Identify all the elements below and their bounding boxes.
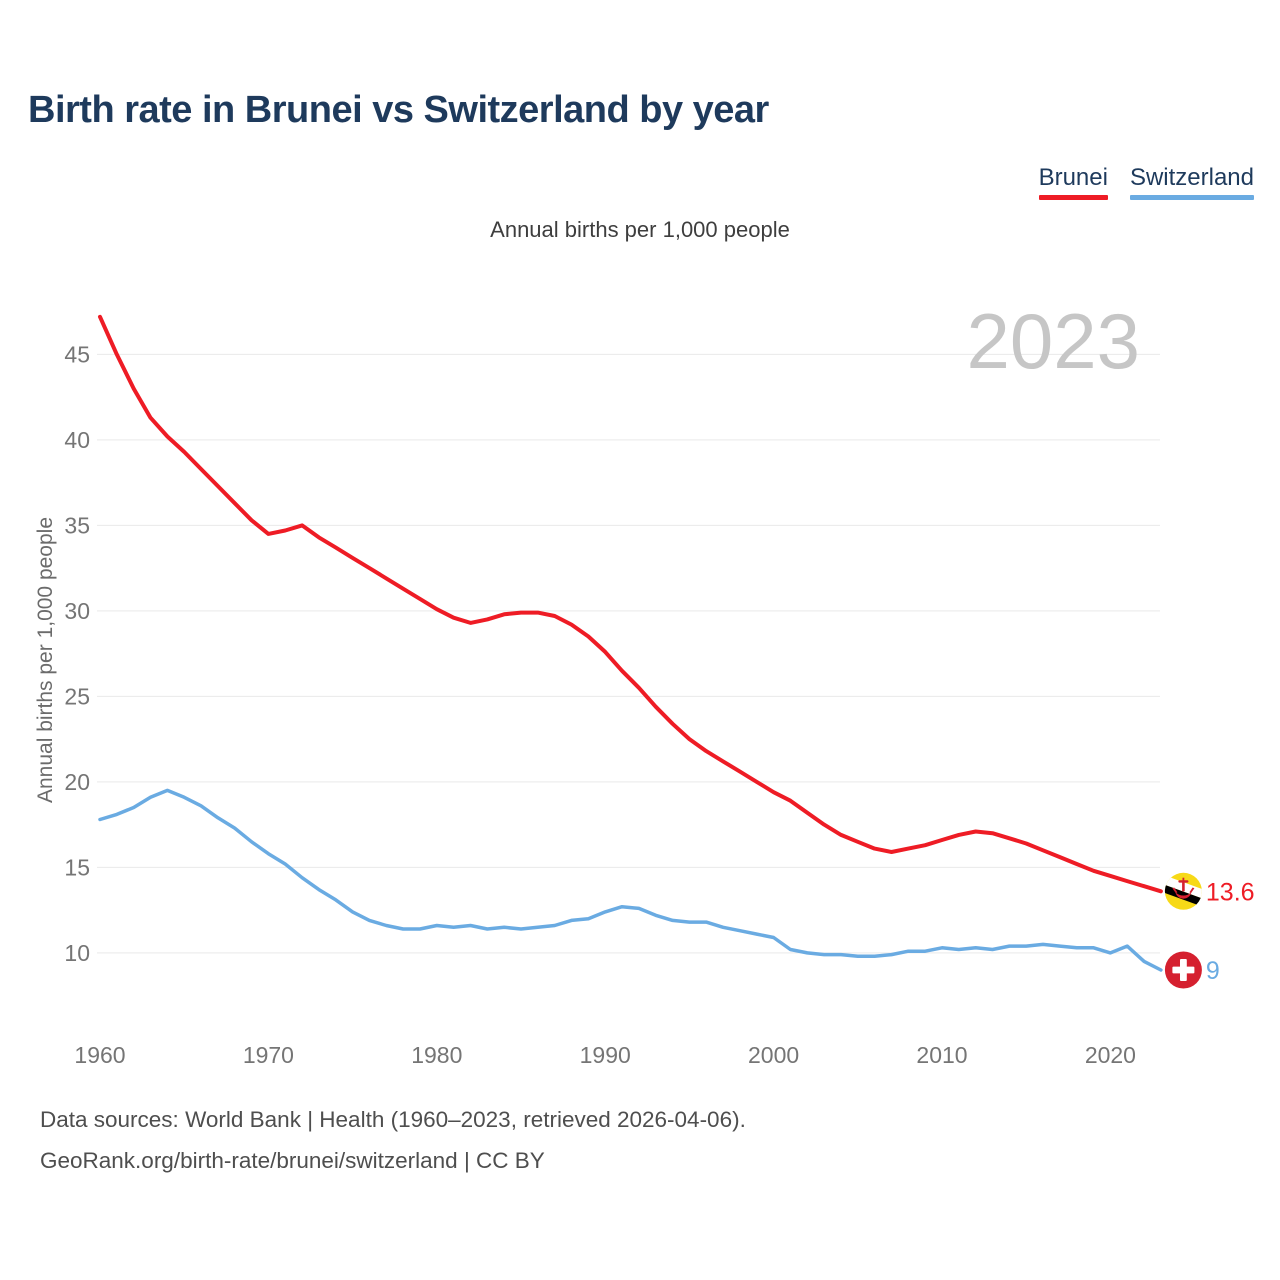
page-title: Birth rate in Brunei vs Switzerland by y… <box>28 89 769 131</box>
series-lines <box>98 314 1163 972</box>
y-tick-15: 15 <box>64 854 90 880</box>
footer: Data sources: World Bank | Health (1960–… <box>40 1099 746 1181</box>
brunei-flag-icon <box>1164 872 1202 910</box>
footer-attribution: GeoRank.org/birth-rate/brunei/switzerlan… <box>40 1148 545 1173</box>
legend-item-brunei[interactable]: Brunei <box>1038 164 1108 200</box>
y-tick-40: 40 <box>64 427 90 453</box>
legend-label-brunei: Brunei <box>1038 164 1108 191</box>
x-tick-2000: 2000 <box>748 1042 799 1068</box>
brunei-line <box>98 314 1163 894</box>
gridlines <box>97 353 1160 954</box>
y-tick-30: 30 <box>64 598 90 624</box>
footer-sources: Data sources: World Bank | Health (1960–… <box>40 1107 746 1132</box>
x-tick-2010: 2010 <box>916 1042 967 1068</box>
switzerland-line <box>98 788 1163 972</box>
y-tick-20: 20 <box>64 769 90 795</box>
x-axis-ticks: 1960 1970 1980 1990 2000 2010 2020 <box>74 1042 1136 1068</box>
y-tick-25: 25 <box>64 683 90 709</box>
x-tick-1980: 1980 <box>411 1042 462 1068</box>
legend-label-switzerland: Switzerland <box>1129 164 1254 191</box>
x-tick-2020: 2020 <box>1085 1042 1136 1068</box>
y-tick-10: 10 <box>64 940 90 966</box>
x-tick-1970: 1970 <box>243 1042 294 1068</box>
switzerland-end-value: 9 <box>1206 957 1220 985</box>
switzerland-flag-icon <box>1164 951 1202 989</box>
y-axis-ticks: 10 15 20 25 30 35 40 45 <box>64 341 90 966</box>
legend-color-bar-brunei <box>1038 195 1108 200</box>
chart-subtitle: Annual births per 1,000 people <box>490 217 790 242</box>
x-tick-1960: 1960 <box>74 1042 125 1068</box>
legend-item-switzerland[interactable]: Switzerland <box>1129 164 1254 200</box>
legend: Brunei Switzerland <box>1038 164 1254 200</box>
brunei-end-value: 13.6 <box>1206 878 1255 906</box>
watermark-year: 2023 <box>966 297 1140 385</box>
x-tick-1990: 1990 <box>580 1042 631 1068</box>
y-tick-45: 45 <box>64 341 90 367</box>
legend-color-bar-switzerland <box>1129 195 1254 200</box>
y-tick-35: 35 <box>64 512 90 538</box>
